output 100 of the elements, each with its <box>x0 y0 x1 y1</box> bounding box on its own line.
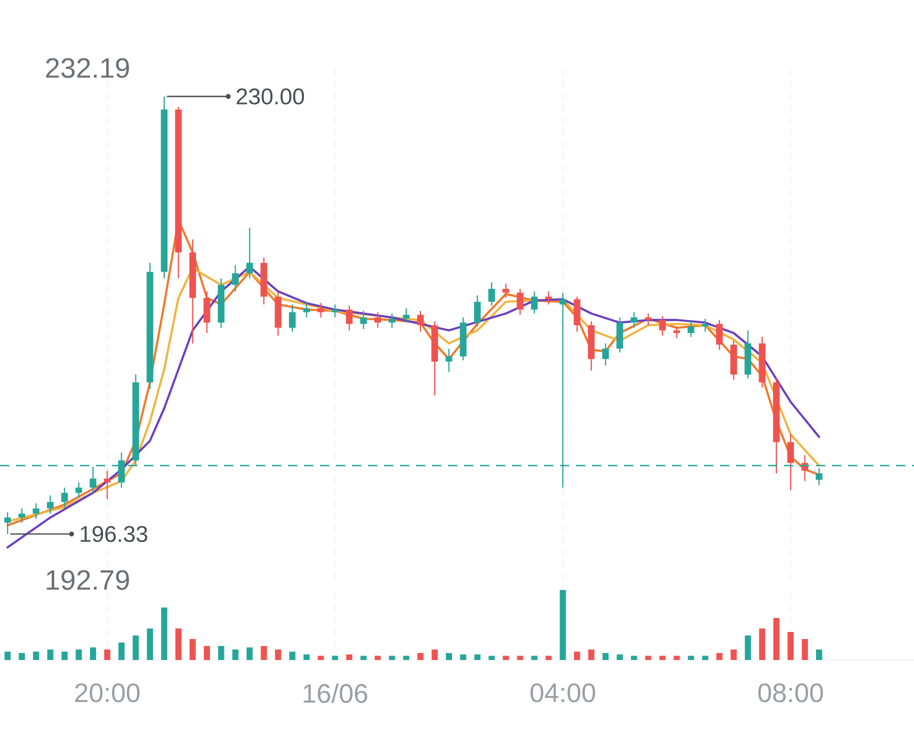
bar <box>218 646 224 660</box>
bar <box>318 656 324 660</box>
bar <box>204 646 210 660</box>
bar <box>546 656 552 660</box>
candlestick <box>616 316 624 354</box>
bar <box>474 654 480 660</box>
bar <box>659 656 666 660</box>
candlestick <box>630 312 638 328</box>
bar <box>18 653 25 660</box>
bar <box>446 653 452 660</box>
candlestick <box>232 264 239 292</box>
bar <box>76 650 82 660</box>
bar <box>190 639 196 660</box>
candlestick <box>189 238 196 344</box>
bar <box>517 656 524 660</box>
bar <box>432 650 438 660</box>
candlestick <box>716 319 723 350</box>
bar <box>773 618 780 660</box>
candlestick <box>303 301 310 318</box>
candlestick <box>32 502 40 520</box>
candlestick <box>388 312 396 328</box>
candlestick <box>417 310 424 332</box>
candlestick <box>246 227 253 280</box>
bar <box>788 632 794 660</box>
bar <box>132 636 139 660</box>
candlestick <box>773 378 780 474</box>
annotation: 196.33 <box>80 526 148 542</box>
bar <box>531 656 538 660</box>
candlestick <box>816 468 822 486</box>
candlestick <box>260 257 268 306</box>
bar <box>4 652 11 660</box>
bar <box>502 656 509 660</box>
candlestick <box>659 316 666 336</box>
candlestick <box>744 330 752 380</box>
candlestick <box>446 348 452 373</box>
bar <box>146 628 154 660</box>
bar <box>289 652 296 660</box>
bar <box>730 650 737 660</box>
candlestick <box>787 434 794 491</box>
candlestick <box>204 290 210 334</box>
candlestick <box>574 296 580 332</box>
candlestick <box>588 320 595 372</box>
bar <box>33 652 40 660</box>
bar <box>716 653 723 660</box>
bar <box>118 642 125 660</box>
candlestick <box>274 290 282 336</box>
candlestick <box>61 487 68 508</box>
y-tick-label: 192.79 <box>46 570 129 590</box>
candlestick <box>602 342 609 366</box>
bar <box>61 652 68 660</box>
candlestick <box>175 106 182 280</box>
bar <box>574 652 580 660</box>
candlestick <box>545 290 552 306</box>
candlestick <box>288 304 296 332</box>
bar <box>630 656 638 660</box>
bar <box>560 590 566 660</box>
bar <box>374 656 381 660</box>
bar <box>460 654 466 660</box>
bar <box>488 656 495 660</box>
bar <box>744 636 751 660</box>
annotation: 230.00 <box>236 88 304 104</box>
x-tick-label: 20:00 <box>75 683 140 702</box>
bar <box>645 656 652 660</box>
candlestick <box>46 494 54 514</box>
bar <box>588 650 594 660</box>
candlestick <box>644 312 652 326</box>
bar <box>360 656 367 660</box>
bar <box>602 653 609 660</box>
bar <box>104 650 110 660</box>
x-tick-label: 04:00 <box>530 683 596 702</box>
bar <box>161 608 168 660</box>
bar <box>417 653 424 660</box>
bar <box>304 654 310 660</box>
bar <box>759 628 766 660</box>
candlestick <box>758 336 766 388</box>
candlestick <box>431 320 438 396</box>
bar <box>403 656 410 660</box>
candlestick <box>218 278 224 328</box>
candlestick <box>104 470 111 500</box>
candlestick <box>160 96 168 280</box>
bar <box>674 656 680 660</box>
candlestick <box>531 290 538 314</box>
candlestick <box>374 312 382 328</box>
candlestick <box>75 482 82 499</box>
y-tick-label: 232.19 <box>46 58 129 78</box>
bar <box>246 647 253 660</box>
x-tick-label: 16/06 <box>304 683 368 703</box>
bar <box>232 650 238 660</box>
bar <box>688 656 694 660</box>
candlestick <box>332 304 338 318</box>
bar <box>388 656 396 660</box>
candlestick <box>360 310 367 330</box>
bar <box>275 650 282 660</box>
bar <box>702 656 708 660</box>
candlestick <box>460 316 466 361</box>
candlestick <box>516 288 524 316</box>
bar <box>260 646 267 660</box>
bar <box>47 650 54 660</box>
bar <box>816 650 822 660</box>
bar <box>90 647 96 660</box>
